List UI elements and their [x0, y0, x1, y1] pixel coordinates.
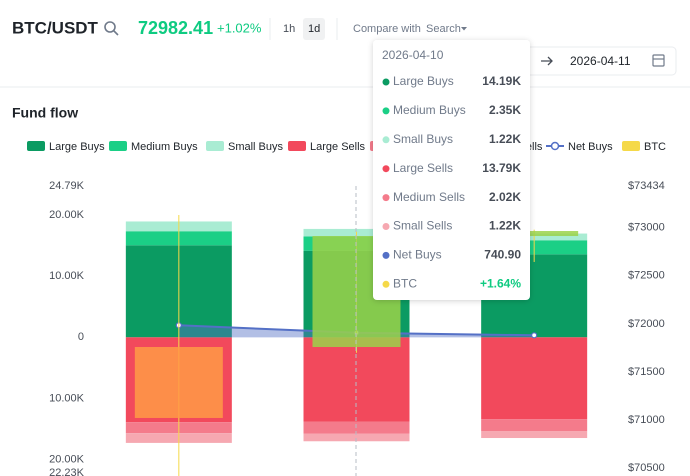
tooltip-value: 740.90 [484, 248, 521, 262]
bar [481, 431, 588, 439]
compare-label: Compare with [353, 23, 421, 35]
tooltip-dot [382, 78, 390, 86]
tooltip-value: 13.79K [482, 161, 521, 175]
tooltip-dot [382, 136, 390, 144]
legend-swatch [622, 141, 640, 151]
bar [481, 337, 588, 420]
legend-swatch [27, 141, 45, 151]
y2-tick-label: $73000 [628, 222, 665, 234]
legend-swatch [109, 141, 127, 151]
candle-body [490, 231, 579, 237]
bar [481, 419, 588, 432]
y-tick-label: 24.79K [49, 180, 85, 192]
tooltip-dot [382, 223, 390, 230]
tooltip-box [373, 40, 530, 300]
tooltip-dot [382, 251, 390, 259]
tooltip-label: Medium Sells [393, 190, 465, 204]
tooltip-label: Medium Buys [393, 103, 466, 117]
tooltip-value: 1.22K [489, 132, 521, 146]
tooltip-value: 1.22K [489, 219, 521, 233]
legend-label[interactable]: Net Buys [568, 141, 613, 153]
pair: BTC/USDT [12, 18, 99, 37]
bar [303, 433, 410, 442]
legend-label[interactable]: Small Buys [228, 141, 284, 153]
line-point [531, 332, 538, 339]
calendar-icon[interactable] [652, 54, 665, 67]
tooltip-label: Large Sells [393, 161, 453, 175]
interval-active-bg [303, 18, 325, 40]
y-tick-label: 22.23K [49, 467, 85, 476]
y-tick-label: 20.00K [49, 209, 85, 221]
tooltip-value: +1.64% [480, 276, 521, 290]
caret [461, 27, 467, 31]
legend-swatch [206, 141, 224, 151]
y2-tick-label: $71500 [628, 366, 665, 378]
chart: 24.79K 20.00K 10.00K 0 10.00K 20.00K 22.23K $73… [27, 141, 666, 476]
tooltip-label: Large Buys [393, 74, 454, 88]
search-icon[interactable] [104, 21, 119, 36]
y2-tick-label: $71000 [628, 414, 665, 426]
tooltip-value: 2.35K [489, 103, 521, 117]
tooltip-value: 14.19K [482, 74, 521, 88]
compare-search[interactable]: Search [426, 23, 461, 35]
change: +1.02% [217, 20, 262, 35]
legend-swatch [288, 141, 306, 151]
legend-label[interactable]: Large Sells [310, 141, 366, 153]
arrow [541, 56, 553, 66]
section-title: Fund flow [12, 105, 78, 121]
legend-marker [550, 141, 560, 151]
price: 72982.41 [138, 18, 213, 38]
y-tick-label: 20.00K [49, 453, 85, 465]
y2-tick-label: $72000 [628, 318, 665, 330]
tooltip-date: 2026-04-10 [382, 48, 444, 62]
y2-tick-label: $70500 [628, 462, 665, 474]
y-tick-label: 10.00K [49, 392, 85, 404]
tooltip-dot [382, 280, 390, 288]
legend-label[interactable]: Large Buys [49, 141, 105, 153]
y2-tick-label: $73434 [628, 180, 665, 192]
tooltip-label: Small Sells [393, 219, 452, 233]
interval[interactable]: 1d [308, 23, 320, 35]
tooltip-dot [382, 165, 390, 173]
tooltip-value: 2.02K [489, 190, 521, 204]
y-tick-label: 0 [78, 331, 84, 343]
tooltip-dot [382, 194, 390, 202]
interval[interactable]: 1h [283, 23, 295, 35]
y2-tick-label: $72500 [628, 270, 665, 282]
tooltip-label: Net Buys [393, 248, 442, 262]
legend-label[interactable]: BTC [644, 141, 666, 153]
tooltip-dot [382, 107, 390, 115]
y-tick-label: 10.00K [49, 270, 85, 282]
legend-label[interactable]: Medium Buys [131, 141, 198, 153]
candle-body [134, 347, 223, 418]
plot [125, 214, 588, 476]
tooltip-label: BTC [393, 276, 417, 290]
end-date[interactable]: 2026-04-11 [570, 54, 631, 68]
tooltip: 2026-04-10 Large Buys 14.19K Medium Buys 2.… [373, 40, 530, 300]
tooltip-label: Small Buys [393, 132, 453, 146]
